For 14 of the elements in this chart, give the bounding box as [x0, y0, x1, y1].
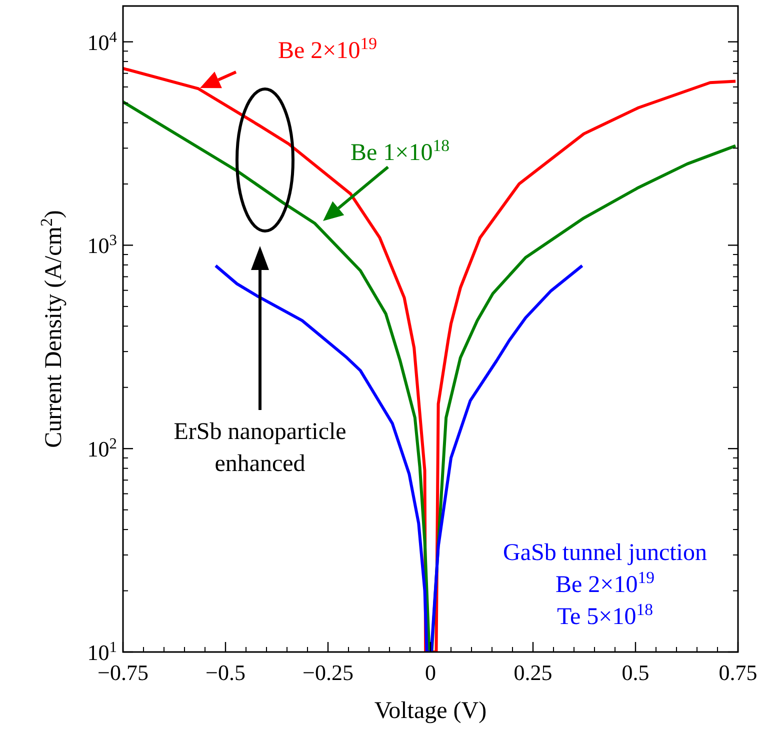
- x-tick-label: −0.5: [206, 660, 246, 685]
- y-tick-label: 10$^{3}$: [87, 232, 118, 258]
- x-tick-label: −0.25: [302, 660, 354, 685]
- annotation: ErSb nanoparticle enhanced: [174, 419, 346, 477]
- text: Be 1×10$^{18}$: [350, 136, 450, 166]
- text: Be 2×10$^{19}$: [278, 34, 377, 64]
- y-tick-label: 10$^{2}$: [87, 435, 117, 462]
- text: GaSb tunnel junction Be 2×10$^{19}$ Te 5×10$^{18}$: [503, 540, 707, 630]
- x-tick-label: 0.25: [514, 660, 552, 685]
- x-tick-label: 0.75: [718, 660, 758, 685]
- y-tick-label: 10$^{4}$: [87, 28, 118, 55]
- x-tick-label: 0.5: [622, 660, 650, 685]
- x-tick-label: 0: [425, 660, 436, 685]
- x-axis-title: Voltage (V): [374, 698, 487, 724]
